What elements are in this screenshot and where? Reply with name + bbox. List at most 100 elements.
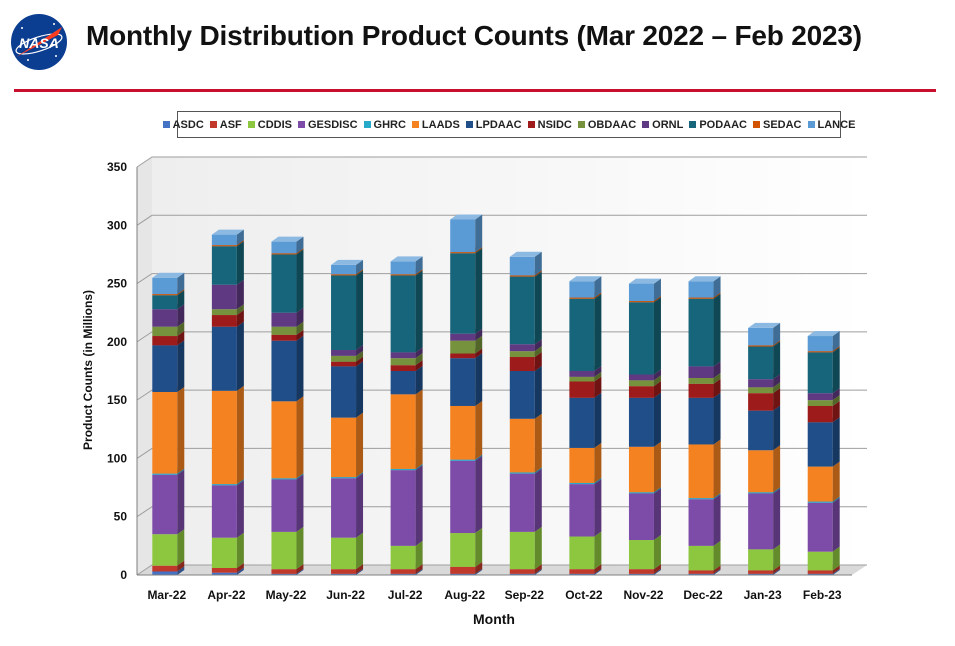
bar-segment xyxy=(748,488,781,550)
bar-segment xyxy=(211,480,244,538)
x-tick-label: Jan-23 xyxy=(744,588,782,602)
bar-segment xyxy=(628,441,661,493)
bar-segment-side xyxy=(356,269,364,276)
bar-segment xyxy=(748,445,781,493)
bar-segment-side xyxy=(713,540,721,571)
bar-segment-front xyxy=(390,545,416,570)
legend-item-lpdaac: LPDAAC xyxy=(465,118,522,131)
bar-segment-side xyxy=(773,405,781,451)
bar-segment xyxy=(569,293,602,371)
bar-segment-front xyxy=(688,545,714,571)
bar-segment-side xyxy=(356,473,364,538)
bar-segment-side xyxy=(773,322,781,346)
bar-segment-front xyxy=(807,551,833,571)
bar-segment-front xyxy=(628,540,654,570)
plot-back-wall xyxy=(152,157,867,565)
bar-segment-front xyxy=(271,479,297,532)
bar-segment-front xyxy=(688,366,714,378)
bar-segment-front xyxy=(807,351,833,353)
bar-segment-front xyxy=(509,357,535,371)
gridline xyxy=(136,506,867,518)
bar-segment-side xyxy=(296,236,304,254)
bar-segment xyxy=(807,331,840,352)
bar-segment-front xyxy=(509,473,535,532)
bar-segment-top xyxy=(628,278,661,284)
bar-segment-side xyxy=(296,335,304,402)
bar-segment-side xyxy=(177,272,185,295)
bar-segment-side xyxy=(832,346,840,353)
bar-segment-side xyxy=(296,473,304,480)
bar-segment-side xyxy=(177,529,185,566)
legend-label: ASDC xyxy=(172,118,204,131)
bar-segment-front xyxy=(807,501,833,503)
bar-segment-side xyxy=(475,214,483,253)
legend-swatch xyxy=(577,121,585,128)
bar-segment-front xyxy=(271,312,297,327)
bar-segment-top xyxy=(569,276,602,282)
bar-segment-front xyxy=(688,573,714,575)
bar-segment xyxy=(450,248,483,334)
bar-segment-front xyxy=(628,374,654,381)
bar-segment-front xyxy=(211,246,237,285)
bar-segment-side xyxy=(534,413,542,473)
bar-segment-side xyxy=(415,463,423,471)
bar-segment-front xyxy=(152,295,178,310)
bar-segment xyxy=(211,532,244,569)
bar-segment-side xyxy=(415,465,423,546)
page-title: Monthly Distribution Product Counts (Mar… xyxy=(86,20,862,51)
bar-segment-side xyxy=(296,396,304,479)
bar-segment-side xyxy=(177,321,185,337)
legend-item-podaac: PODAAC xyxy=(689,119,747,131)
bar-segment xyxy=(331,270,364,351)
bar-segment-front xyxy=(509,569,535,574)
bar-segment-front xyxy=(748,379,774,388)
bar-segment-front xyxy=(450,566,476,574)
bar-segment-front xyxy=(390,573,416,575)
bar-segment-side xyxy=(653,296,661,303)
y-tick-label: 50 xyxy=(114,510,128,524)
bar-segment-front xyxy=(688,298,714,367)
bar-segment-side xyxy=(594,366,602,377)
bar-segment-side xyxy=(773,382,781,394)
bar-segment-side xyxy=(832,388,840,401)
legend-item-obdaac: OBDAAC xyxy=(577,119,636,131)
legend-label: GHRC xyxy=(373,118,406,131)
bar-segment-front xyxy=(271,478,297,480)
bar-segment xyxy=(688,293,721,367)
legend-label: LANCE xyxy=(817,118,856,131)
bar-stack xyxy=(807,331,840,575)
bar-segment-front xyxy=(450,405,476,460)
legend-swatch xyxy=(298,121,305,128)
bar-segment-side xyxy=(594,477,602,485)
gridline xyxy=(136,214,867,226)
bar-segment xyxy=(688,494,721,546)
bar-segment-side xyxy=(475,528,483,567)
bar-segment-side xyxy=(773,445,781,493)
bar-segment-front xyxy=(331,537,357,570)
bar-segment xyxy=(331,532,364,570)
bar-segment-side xyxy=(177,386,185,474)
bar-segment-side xyxy=(236,479,244,486)
bar-segment-front xyxy=(748,410,774,451)
bar-segment-front xyxy=(390,274,416,276)
legend-label: LPDAAC xyxy=(475,118,522,131)
bar-segment xyxy=(688,276,721,298)
bar-segment-front xyxy=(152,534,178,566)
bar-segment-side xyxy=(653,487,661,494)
bar-segment-side xyxy=(832,565,840,574)
bar-segment-front xyxy=(450,533,476,567)
bar-segment xyxy=(509,413,542,473)
bar-segment-front xyxy=(628,386,654,398)
bar-segment-side xyxy=(713,568,721,575)
gridline xyxy=(136,447,867,459)
bar-segment-side xyxy=(653,535,661,570)
x-tick-label: Dec-22 xyxy=(683,588,723,602)
bar-segment-side xyxy=(534,251,542,276)
bar-segment-front xyxy=(331,569,357,574)
bar-segment-side xyxy=(415,568,423,575)
bar-segment-front xyxy=(331,274,357,276)
legend-item-ghrc: GHRC xyxy=(363,118,406,131)
bar-segment-side xyxy=(356,361,364,418)
bar-segment-side xyxy=(475,568,483,575)
bar-segment-front xyxy=(748,345,774,347)
